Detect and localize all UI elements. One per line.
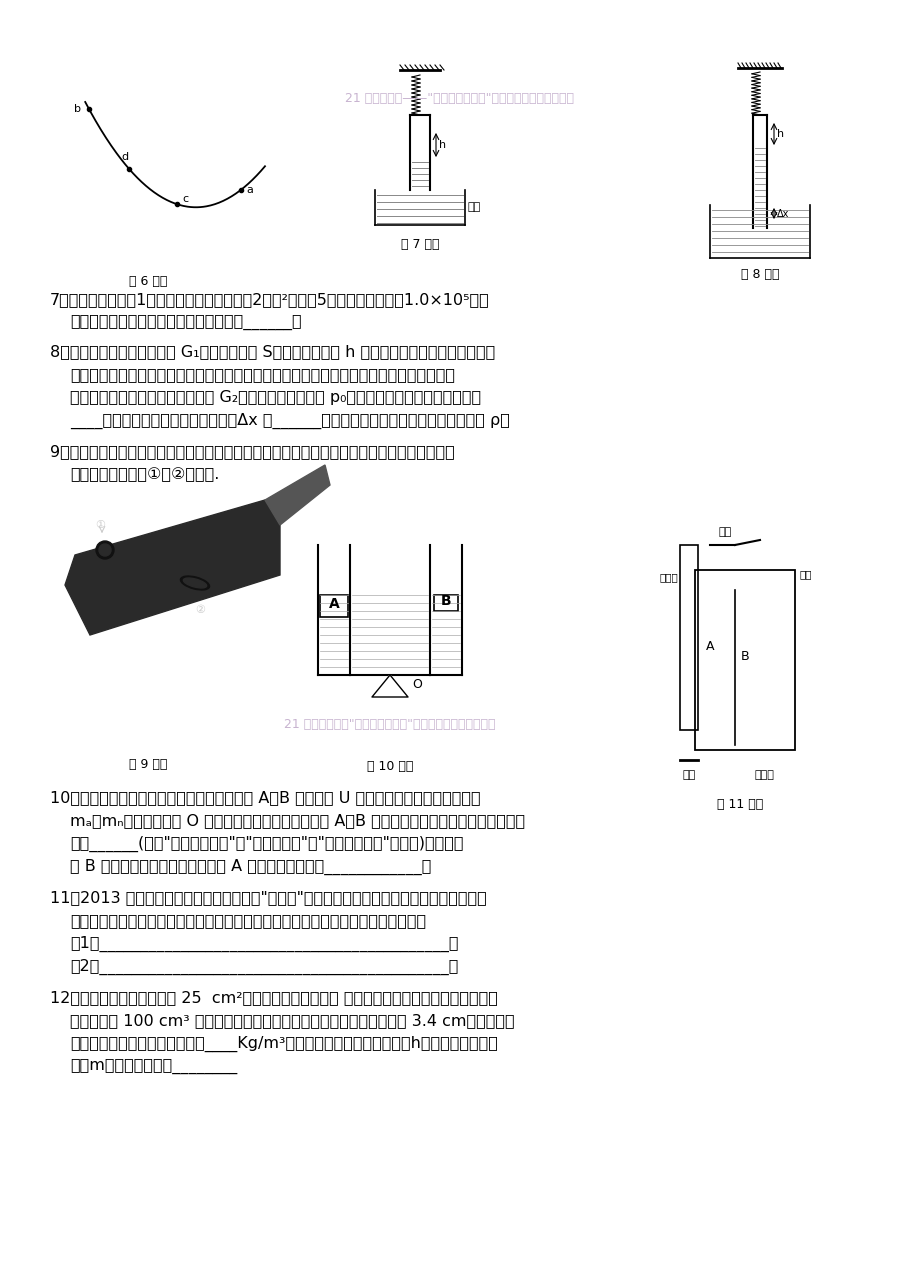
Text: 一定深度后，弹簧测力计的示数为 G₂，若当时的大气压为 p₀，则此时管内上方气体的压强为: 一定深度后，弹簧测力计的示数为 G₂，若当时的大气压为 p₀，则此时管内上方气体…	[70, 390, 481, 405]
Text: d: d	[121, 152, 128, 162]
Text: 第 10 题图: 第 10 题图	[367, 761, 413, 773]
Circle shape	[96, 541, 114, 559]
Text: h: h	[438, 140, 446, 150]
Text: 体。现将玻璃管封闭端用弹簧测力计悬起，另一端没入水银槽中，如图所示。当玻璃管没入: 体。现将玻璃管封闭端用弹簧测力计悬起，另一端没入水银槽中，如图所示。当玻璃管没入	[70, 367, 455, 382]
Text: 水槽______(填："左端向下倾斜"、"仍保持平衡"或"右端向下倾斜"，下同)；若将物: 水槽______(填："左端向下倾斜"、"仍保持平衡"或"右端向下倾斜"，下同)…	[70, 836, 463, 852]
Text: 手柄: 手柄	[682, 769, 695, 780]
Polygon shape	[65, 499, 279, 634]
Bar	[434, 595, 458, 612]
Text: 量（m）的关系图线。________: 量（m）的关系图线。________	[70, 1059, 237, 1074]
Text: （2）___________________________________________。: （2）_____________________________________…	[70, 959, 458, 975]
Text: 12、如图所示，一底面积为 25  cm²的柱型容器内装某种液 体，竖直浮于水中。若用吸管从容器: 12、如图所示，一底面积为 25 cm²的柱型容器内装某种液 体，竖直浮于水中。…	[50, 990, 497, 1005]
Text: 唧筒: 唧筒	[800, 569, 811, 578]
Bar	[679, 545, 698, 730]
Text: h: h	[777, 129, 783, 139]
Text: 储液桶: 储液桶	[754, 769, 774, 780]
Text: 7、如图所示，长为1米的直玻璃管横截面积为2厘米²，重为5牛。当时大气压为1.0×10⁵帕，: 7、如图所示，长为1米的直玻璃管横截面积为2厘米²，重为5牛。当时大气压为1.0…	[50, 292, 489, 307]
Text: 第 11 题图: 第 11 题图	[716, 798, 762, 812]
Text: 图给出了一种喷雾器的示意图，就其工作原理要用到的物理知识有（写出两项即可）: 图给出了一种喷雾器的示意图，就其工作原理要用到的物理知识有（写出两项即可）	[70, 913, 425, 927]
Ellipse shape	[180, 576, 210, 590]
Text: mₐ＞mₙ。将水槽支于 O 点，水槽恰好平衡。若将物块 A、B 交换位置，当水槽中的液面稳定后，: mₐ＞mₙ。将水槽支于 O 点，水槽恰好平衡。若将物块 A、B 交换位置，当水槽…	[70, 813, 525, 828]
Circle shape	[99, 544, 111, 555]
Text: 第 9 题图: 第 9 题图	[129, 758, 167, 771]
Text: A: A	[328, 598, 339, 612]
Polygon shape	[371, 675, 407, 697]
Text: 面的变化，试问该液体的密度是____Kg/m³。请画出容器浸在水中深度（h）与吸出的液体质: 面的变化，试问该液体的密度是____Kg/m³。请画出容器浸在水中深度（h）与吸…	[70, 1036, 497, 1052]
Bar	[320, 595, 347, 617]
Text: 10、如图所示，两个体积、质量均不同的物块 A、B 分别浮在 U 型水槽的左、右臂的水面上，: 10、如图所示，两个体积、质量均不同的物块 A、B 分别浮在 U 型水槽的左、右…	[50, 790, 480, 805]
Text: 9、小丽在厨房帮妈妈做饭时发现菜刀上有两种孔，如图所示，她对这两种孔的作用不了解。请: 9、小丽在厨房帮妈妈做饭时发现菜刀上有两种孔，如图所示，她对这两种孔的作用不了解…	[50, 445, 454, 459]
Text: （1）___________________________________________；: （1）_____________________________________…	[70, 936, 458, 952]
Text: 空气室: 空气室	[659, 572, 678, 582]
Text: ②: ②	[195, 605, 205, 615]
Text: 第 8 题图: 第 8 题图	[740, 268, 778, 282]
Ellipse shape	[183, 578, 207, 589]
Text: Δx: Δx	[777, 209, 789, 219]
Text: 第 6 题图: 第 6 题图	[129, 275, 167, 288]
Text: 水银: 水银	[468, 203, 481, 211]
Text: 21 世纪教育网——"走进重高实验班"：科学竞赛资料防伪标志: 21 世纪教育网——"走进重高实验班"：科学竞赛资料防伪标志	[346, 92, 573, 104]
Text: B: B	[440, 594, 451, 608]
Text: 你给她解释图中孔①、②的作用.: 你给她解释图中孔①、②的作用.	[70, 468, 219, 482]
Text: c: c	[182, 194, 187, 204]
Text: 21 世纪教育网："走进重高实验班"：科学竞赛资料防伪标志: 21 世纪教育网："走进重高实验班"：科学竞赛资料防伪标志	[284, 719, 495, 731]
Text: B: B	[740, 650, 748, 662]
Text: 11、2013 年春季，在我国部分城市出现了"禽流感"疫情，各地广泛使用喷雾器对养鸡场消毒。: 11、2013 年春季，在我国部分城市出现了"禽流感"疫情，各地广泛使用喷雾器对…	[50, 891, 486, 905]
Text: b: b	[74, 104, 81, 115]
Text: 第 7 题图: 第 7 题图	[401, 238, 438, 251]
Text: 8、一端封闭的玻璃管自重为 G₁，横截面积为 S，内装一段高为 h 的水银柱，封闭了一定质量的气: 8、一端封闭的玻璃管自重为 G₁，横截面积为 S，内装一段高为 h 的水银柱，封…	[50, 344, 494, 359]
Bar	[694, 569, 794, 750]
Text: 中缓缓吸出 100 cm³ 的液体（吸管不碰容器），则浮于水中的容器上升 3.4 cm，不考虑水: 中缓缓吸出 100 cm³ 的液体（吸管不碰容器），则浮于水中的容器上升 3.4…	[70, 1013, 514, 1028]
Text: O: O	[412, 679, 422, 692]
Text: 块 B 从水槽右臂取出，叠放到物块 A 上，稳定后，水槽____________。: 块 B 从水槽右臂取出，叠放到物块 A 上，稳定后，水槽____________…	[70, 859, 431, 875]
Text: 玻璃管的上端为真空。则弹簧秤的示数为______。: 玻璃管的上端为真空。则弹簧秤的示数为______。	[70, 315, 301, 330]
Polygon shape	[265, 465, 330, 525]
Text: A: A	[705, 640, 713, 654]
Text: 喷头: 喷头	[718, 527, 731, 538]
Text: a: a	[245, 185, 253, 195]
Text: ①: ①	[95, 520, 105, 530]
Text: ____，玻璃管内、外水银面的高度差Δx 为______。（设玻璃管壁的厚度不计，水银密度 ρ）: ____，玻璃管内、外水银面的高度差Δx 为______。（设玻璃管壁的厚度不计…	[70, 413, 509, 429]
